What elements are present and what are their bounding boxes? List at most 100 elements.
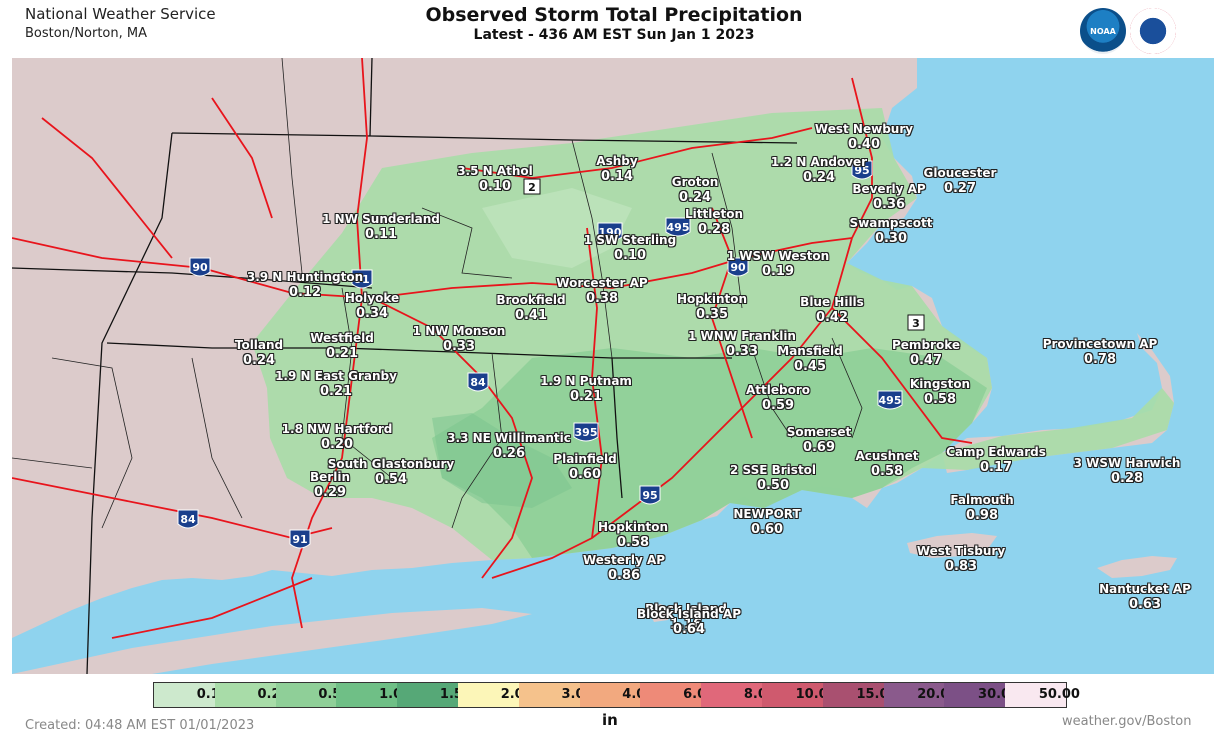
station-label: 1.8 NW Hartford 0.20 (282, 422, 393, 452)
svg-text:90: 90 (192, 261, 208, 274)
station-name: Provincetown AP (1042, 337, 1158, 351)
noaa-logo: NOAA (1080, 8, 1126, 54)
state-borders (12, 58, 798, 674)
station-name: Somerset (786, 425, 852, 439)
svg-text:95: 95 (642, 489, 657, 502)
station-value: 0.10 (478, 179, 512, 194)
station-value: 0.86 (607, 568, 641, 583)
legend-bin: 1.00 (336, 683, 411, 707)
station-name: 1 NW Sunderland (322, 212, 440, 226)
station-value: 0.41 (514, 308, 548, 323)
svg-text:395: 395 (575, 426, 598, 439)
station-label: Pembroke 0.47 (892, 338, 960, 368)
legend-unit: in (602, 711, 618, 729)
station-label: Block Island AP 0.64 (637, 607, 741, 637)
legend-bin: 50.00 (1005, 683, 1080, 707)
station-value: 0.40 (847, 137, 881, 152)
station-value: 0.59 (761, 398, 795, 413)
station-name: 1.9 N East Granby (275, 369, 397, 383)
station-value: 0.50 (756, 478, 790, 493)
station-name: 1 WNW Franklin (688, 329, 796, 343)
station-value: 0.34 (355, 306, 389, 321)
station-name: 1.9 N Putnam (540, 374, 632, 388)
svg-text:91: 91 (292, 533, 307, 546)
svg-text:84: 84 (470, 376, 486, 389)
station-value: 0.38 (585, 291, 619, 306)
station-label: 3.5 N Athol 0.10 (457, 164, 533, 194)
route2-shield: 2 (523, 178, 541, 195)
i495-shield-north: 495 (665, 217, 691, 237)
station-label: Provincetown AP 0.78 (1043, 337, 1158, 367)
station-label: South Glastonbury 0.54 (328, 457, 455, 487)
station-name: Littleton (684, 207, 744, 221)
office-name: Boston/Norton, MA (25, 26, 148, 41)
station-label: Swampscott 0.30 (850, 216, 933, 246)
precipitation-legend: 0.10 0.25 0.50 1.00 1.50 2.00 3.00 4.00 6.00 8.00… (153, 682, 1080, 708)
station-label: Groton 0.24 (672, 175, 719, 205)
i91-shield-north: 91 (351, 269, 373, 289)
station-value: 0.33 (442, 339, 476, 354)
station-name: 3.3 NE Willimantic (447, 431, 571, 445)
i190-shield: 190 (597, 222, 623, 242)
station-label: 1 WNW Franklin 0.33 (688, 329, 796, 359)
station-label: Block Island 1.16 (645, 602, 727, 632)
org-name: National Weather Service (25, 5, 216, 23)
i95-shield-north: 95 (851, 160, 873, 180)
svg-text:91: 91 (354, 273, 369, 286)
station-name: West Tisbury (916, 544, 1006, 558)
station-value: 0.45 (793, 359, 827, 374)
station-label: Plainfield 0.60 (553, 452, 616, 482)
station-name: Groton (671, 175, 719, 189)
agency-logos: NOAA (1080, 8, 1176, 54)
station-label: Camp Edwards 0.17 (946, 445, 1046, 475)
site-url: weather.gov/Boston (1062, 714, 1192, 729)
nws-logo (1130, 8, 1176, 54)
station-value: 0.35 (695, 307, 729, 322)
station-value: 0.83 (944, 559, 978, 574)
precip-0.25-lighter-area (482, 188, 632, 268)
station-value: 0.36 (872, 197, 906, 212)
station-name: Holyoke (344, 291, 400, 305)
i95-shield-south: 95 (639, 485, 661, 505)
station-label: Tolland 0.24 (235, 338, 283, 368)
station-name: Nantucket AP (1099, 582, 1191, 596)
station-name: Brookfield (496, 293, 566, 307)
station-name: Hopkinton (597, 520, 669, 534)
station-value: 0.10 (613, 248, 647, 263)
station-value: 0.24 (802, 170, 836, 185)
station-label: 3.9 N Huntington 0.12 (247, 270, 363, 300)
station-name: 3.9 N Huntington (246, 270, 364, 284)
precipitation-map: 90 91 84 395 95 495 495 190 90 95 84 91 … (12, 58, 1214, 674)
station-value: 0.19 (761, 264, 795, 279)
svg-text:84: 84 (180, 513, 196, 526)
svg-text:495: 495 (667, 221, 690, 234)
station-value: 0.98 (965, 508, 999, 523)
station-label: Kingston 0.58 (910, 377, 970, 407)
station-label: 1.2 N Andover 0.24 (771, 155, 867, 185)
station-name: Tolland (234, 338, 284, 352)
svg-text:95: 95 (854, 164, 869, 177)
station-name: Beverly AP (852, 182, 926, 196)
svg-text:3: 3 (912, 317, 920, 330)
station-value: 0.21 (325, 346, 359, 361)
station-name: 1 NW Monson (412, 324, 506, 338)
station-label: 1.9 N East Granby 0.21 (275, 369, 397, 399)
legend-bin: 3.00 (518, 683, 594, 707)
station-label: Falmouth 0.98 (950, 493, 1013, 523)
station-label: 1 NW Sunderland 0.11 (322, 212, 440, 242)
station-name: Swampscott (849, 216, 933, 230)
station-name: Kingston (909, 377, 971, 391)
station-value: 0.58 (923, 392, 957, 407)
station-label: 3 WSW Harwich 0.28 (1074, 456, 1181, 486)
station-value: 0.21 (319, 384, 353, 399)
legend-bin: 20.00 (883, 683, 958, 707)
svg-text:90: 90 (730, 261, 746, 274)
station-label: Gloucester 0.27 (924, 166, 997, 196)
county-borders (12, 58, 863, 529)
station-value: 0.27 (943, 181, 977, 196)
station-value: 0.28 (1110, 471, 1144, 486)
legend-bin: 0.10 (154, 683, 229, 707)
station-value: 0.11 (364, 227, 398, 242)
station-name: 2 SSE Bristol (729, 463, 817, 477)
station-label: West Tisbury 0.83 (917, 544, 1005, 574)
